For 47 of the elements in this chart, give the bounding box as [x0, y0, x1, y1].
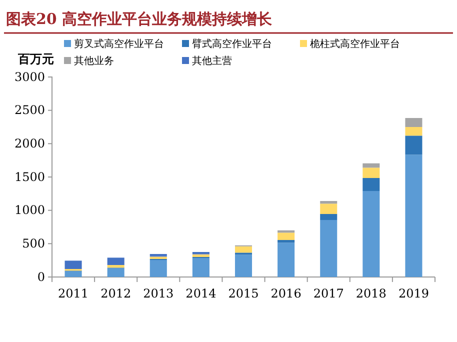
bar [405, 118, 422, 127]
x-tick-label: 2014 [186, 286, 217, 301]
legend-label: 其他主营 [192, 55, 232, 67]
x-tick-label: 2011 [58, 286, 89, 301]
bar [64, 271, 82, 277]
y-axis-title: 百万元 [17, 52, 54, 66]
bar [320, 201, 338, 204]
x-tick-label: 2019 [398, 286, 429, 301]
bar [107, 268, 124, 277]
legend-label: 臂式高空作业平台 [192, 38, 272, 50]
bar [107, 258, 124, 265]
bar [405, 154, 422, 277]
bar [405, 136, 422, 155]
y-tick-label: 3000 [14, 70, 45, 84]
bar [405, 127, 422, 136]
bar [234, 254, 252, 277]
x-tick-label: 2016 [270, 286, 302, 301]
x-tick-label: 2015 [228, 286, 259, 301]
bar [320, 220, 338, 277]
chart-title: 图表20 高空作业平台业务规模持续增长 [6, 10, 274, 28]
bar [107, 265, 124, 268]
bar [320, 214, 338, 220]
x-tick-label: 2013 [143, 286, 174, 301]
bar [64, 260, 82, 269]
y-tick-label: 2000 [14, 136, 45, 151]
x-tick-label: 2018 [356, 286, 386, 301]
y-tick-label: 2500 [14, 103, 45, 118]
y-tick-label: 0 [37, 270, 45, 284]
bar [150, 260, 167, 277]
bar [320, 204, 338, 214]
bar [362, 178, 380, 191]
legend-label: 桅柱式高空作业平台 [310, 38, 400, 50]
bar [192, 258, 210, 277]
bar [362, 191, 380, 277]
y-tick-label: 1000 [14, 203, 45, 218]
bar [234, 246, 252, 253]
x-tick-label: 2012 [100, 286, 132, 301]
bar [278, 232, 295, 240]
x-tick-label: 2017 [313, 286, 344, 301]
bar [362, 163, 380, 168]
bar [278, 240, 295, 243]
bar [278, 242, 295, 277]
y-tick-label: 1500 [14, 170, 45, 184]
bar [362, 168, 380, 178]
y-tick-label: 500 [22, 236, 45, 251]
legend-label: 其他业务 [74, 55, 114, 67]
legend-label: 剪叉式高空作业平台 [74, 38, 164, 50]
